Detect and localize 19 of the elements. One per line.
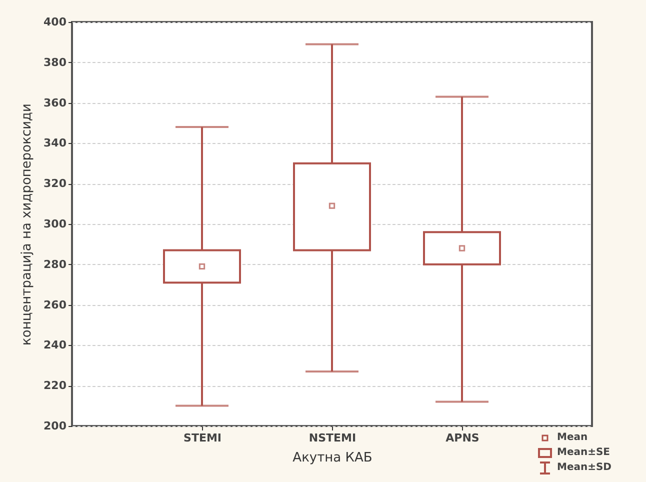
y-tick-label: 220: [44, 379, 67, 392]
y-tick-label: 200: [44, 420, 67, 432]
text: Mean: [557, 432, 588, 443]
text: Mean±SD: [557, 462, 612, 473]
y-tick-label: 280: [44, 258, 67, 271]
text: Mean±SE: [557, 447, 610, 458]
y-tick-label: 240: [44, 338, 67, 352]
y-tick-label: 320: [44, 177, 67, 190]
y-tick-label: 300: [44, 218, 67, 230]
y-tick-label: 360: [44, 96, 67, 110]
x-tick-label: NSTEMI: [308, 432, 356, 444]
y-tick-label: 340: [44, 136, 67, 150]
y-tick-label: 400: [44, 16, 67, 28]
x-axis-title: Акутна КАБ: [292, 450, 372, 466]
x-tick-label: STEMI: [184, 432, 222, 444]
y-axis-title: концентрација на хидропероксиди: [20, 104, 35, 346]
x-tick-label: APNS: [446, 432, 480, 444]
y-tick-label: 380: [44, 56, 67, 69]
y-tick-label: 260: [44, 298, 67, 312]
